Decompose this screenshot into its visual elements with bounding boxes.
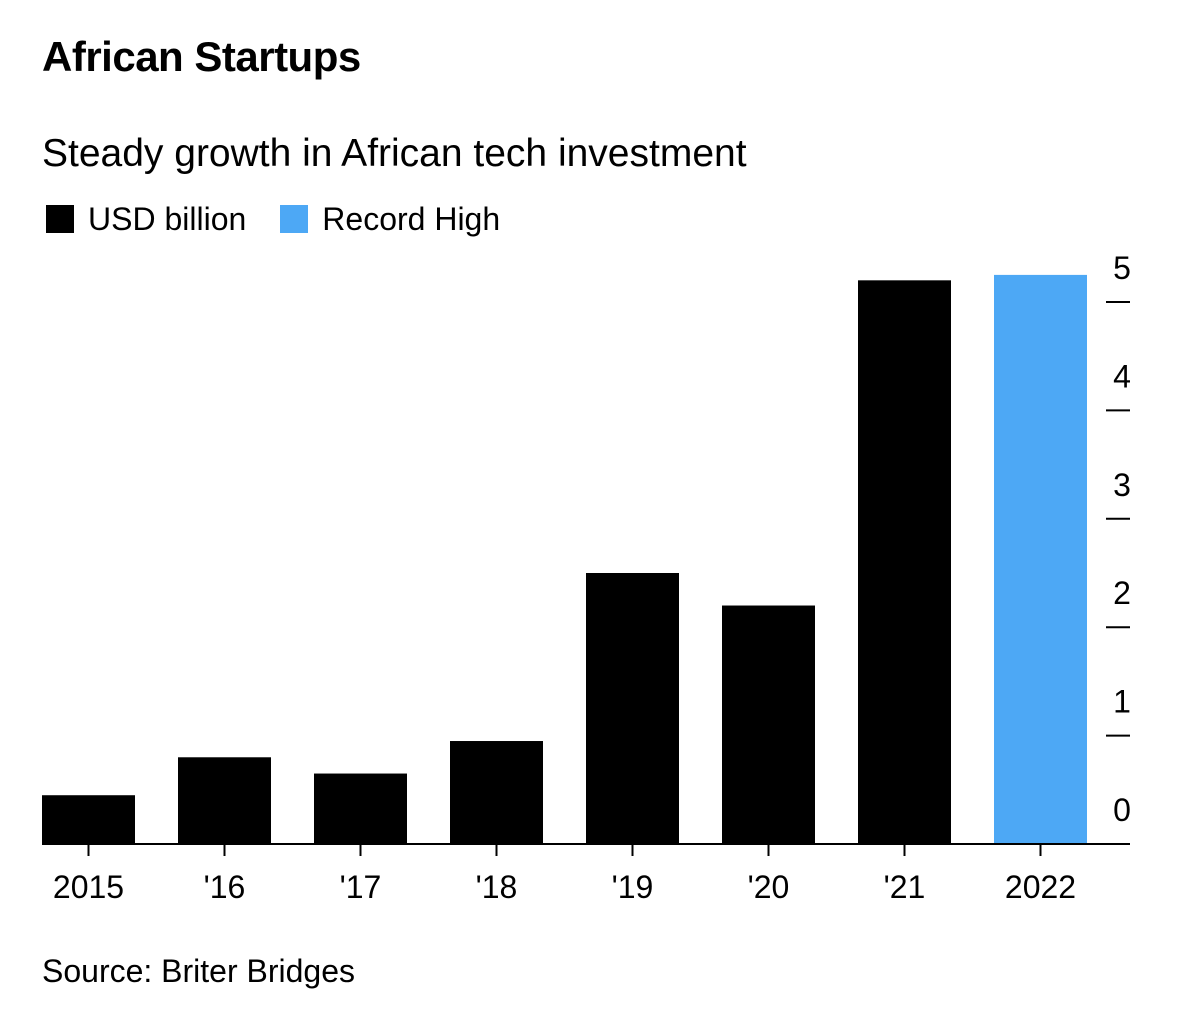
bar-6 [858, 280, 951, 844]
bar-5 [722, 605, 815, 844]
legend: USD billion Record High [46, 203, 534, 235]
legend-swatch-usd-billion [46, 205, 74, 233]
x-tick-label-3: '18 [476, 869, 518, 905]
bar-3 [450, 741, 543, 844]
x-tick-label-6: '21 [884, 869, 926, 905]
y-tick-label-0: 0 [1113, 792, 1131, 828]
legend-label-record-high: Record High [322, 201, 501, 237]
bar-0 [42, 795, 135, 844]
y-tick-label-3: 3 [1113, 467, 1131, 503]
bar-2 [314, 773, 407, 844]
y-tick-label-2: 2 [1113, 575, 1131, 611]
legend-item-usd-billion: USD billion [46, 203, 246, 235]
y-tick-label-4: 4 [1113, 358, 1131, 394]
y-tick-label-1: 1 [1113, 684, 1131, 720]
legend-swatch-record-high [280, 205, 309, 233]
x-tick-label-0: 2015 [53, 869, 124, 905]
bar-4 [586, 573, 679, 844]
y-tick-label-5: 5 [1113, 250, 1131, 286]
chart-subtitle: Steady growth in African tech investment [42, 132, 747, 175]
x-tick-label-4: '19 [612, 869, 654, 905]
bar-1 [178, 757, 271, 844]
x-tick-label-1: '16 [204, 869, 246, 905]
legend-label-usd-billion: USD billion [88, 201, 247, 237]
x-tick-label-7: 2022 [1005, 869, 1076, 905]
x-tick-label-5: '20 [748, 869, 790, 905]
bar-7 [994, 274, 1087, 844]
chart-title: African Startups [42, 33, 361, 80]
source-note: Source: Briter Bridges [42, 953, 356, 989]
legend-item-record-high: Record High [280, 203, 500, 235]
x-tick-label-2: '17 [340, 869, 382, 905]
